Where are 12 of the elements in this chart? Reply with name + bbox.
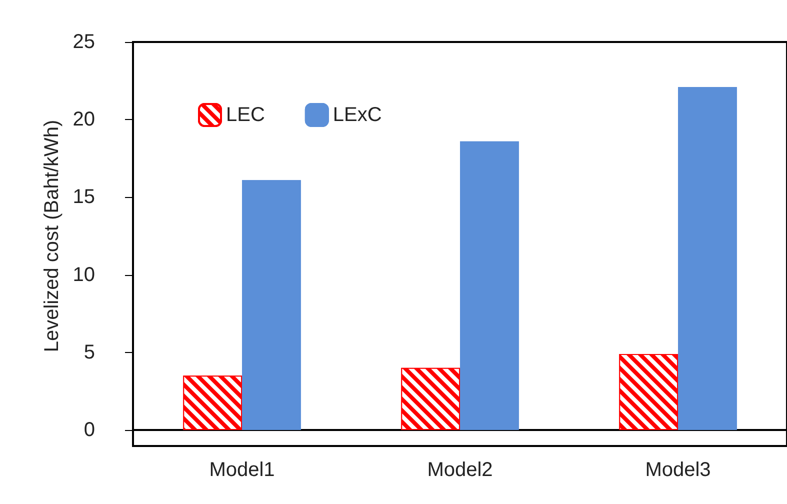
y-tick-label: 10 <box>72 264 95 286</box>
y-axis-title: Levelized cost (Baht/kWh) <box>40 120 63 352</box>
x-tick-label: Model1 <box>209 459 275 481</box>
legend-label: LExC <box>332 104 382 126</box>
y-tick-label: 0 <box>84 419 95 441</box>
legend-label: LEC <box>226 104 265 126</box>
x-tick-label: Model3 <box>645 459 711 481</box>
y-tick-label: 15 <box>72 186 95 208</box>
y-tick-label: 25 <box>72 31 95 53</box>
y-tick-label: 5 <box>84 341 95 364</box>
x-tick-label: Model2 <box>427 459 493 481</box>
y-tick-label: 20 <box>72 108 95 131</box>
